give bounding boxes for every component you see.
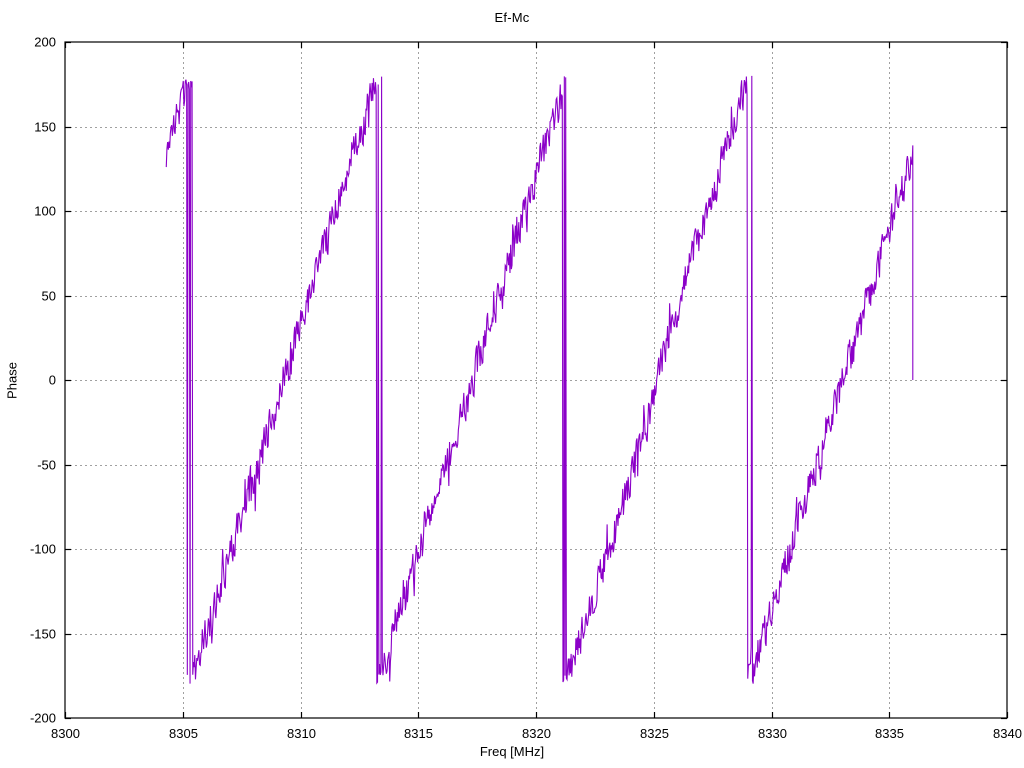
svg-text:-50: -50 bbox=[37, 458, 56, 473]
chart-title: Ef-Mc bbox=[494, 10, 530, 25]
data-series-group bbox=[165, 75, 914, 685]
svg-text:-150: -150 bbox=[30, 627, 56, 642]
svg-text:8340: 8340 bbox=[993, 726, 1022, 741]
svg-text:8335: 8335 bbox=[875, 726, 904, 741]
axis-ticks bbox=[64, 41, 1009, 720]
y-axis-label: Phase bbox=[4, 362, 20, 399]
svg-text:8315: 8315 bbox=[404, 726, 433, 741]
svg-text:50: 50 bbox=[42, 289, 56, 304]
svg-text:8330: 8330 bbox=[758, 726, 787, 741]
svg-text:8310: 8310 bbox=[287, 726, 316, 741]
svg-text:200: 200 bbox=[34, 35, 56, 50]
svg-text:8305: 8305 bbox=[169, 726, 198, 741]
svg-text:8320: 8320 bbox=[522, 726, 551, 741]
svg-text:100: 100 bbox=[34, 204, 56, 219]
svg-text:0: 0 bbox=[49, 373, 56, 388]
svg-text:-100: -100 bbox=[30, 542, 56, 557]
grid-lines bbox=[65, 42, 1007, 718]
plot-frame bbox=[64, 41, 1008, 719]
svg-text:150: 150 bbox=[34, 120, 56, 135]
axis-tick-labels: 8300 8305 8310 8315 8320 8325 8330 8335 8340 -200… bbox=[30, 35, 1022, 742]
svg-text:8325: 8325 bbox=[640, 726, 669, 741]
x-axis-label: Freq [MHz] bbox=[479, 744, 545, 759]
svg-text:8300: 8300 bbox=[51, 726, 80, 741]
svg-text:-200: -200 bbox=[30, 711, 56, 726]
phase-trace bbox=[165, 75, 914, 685]
